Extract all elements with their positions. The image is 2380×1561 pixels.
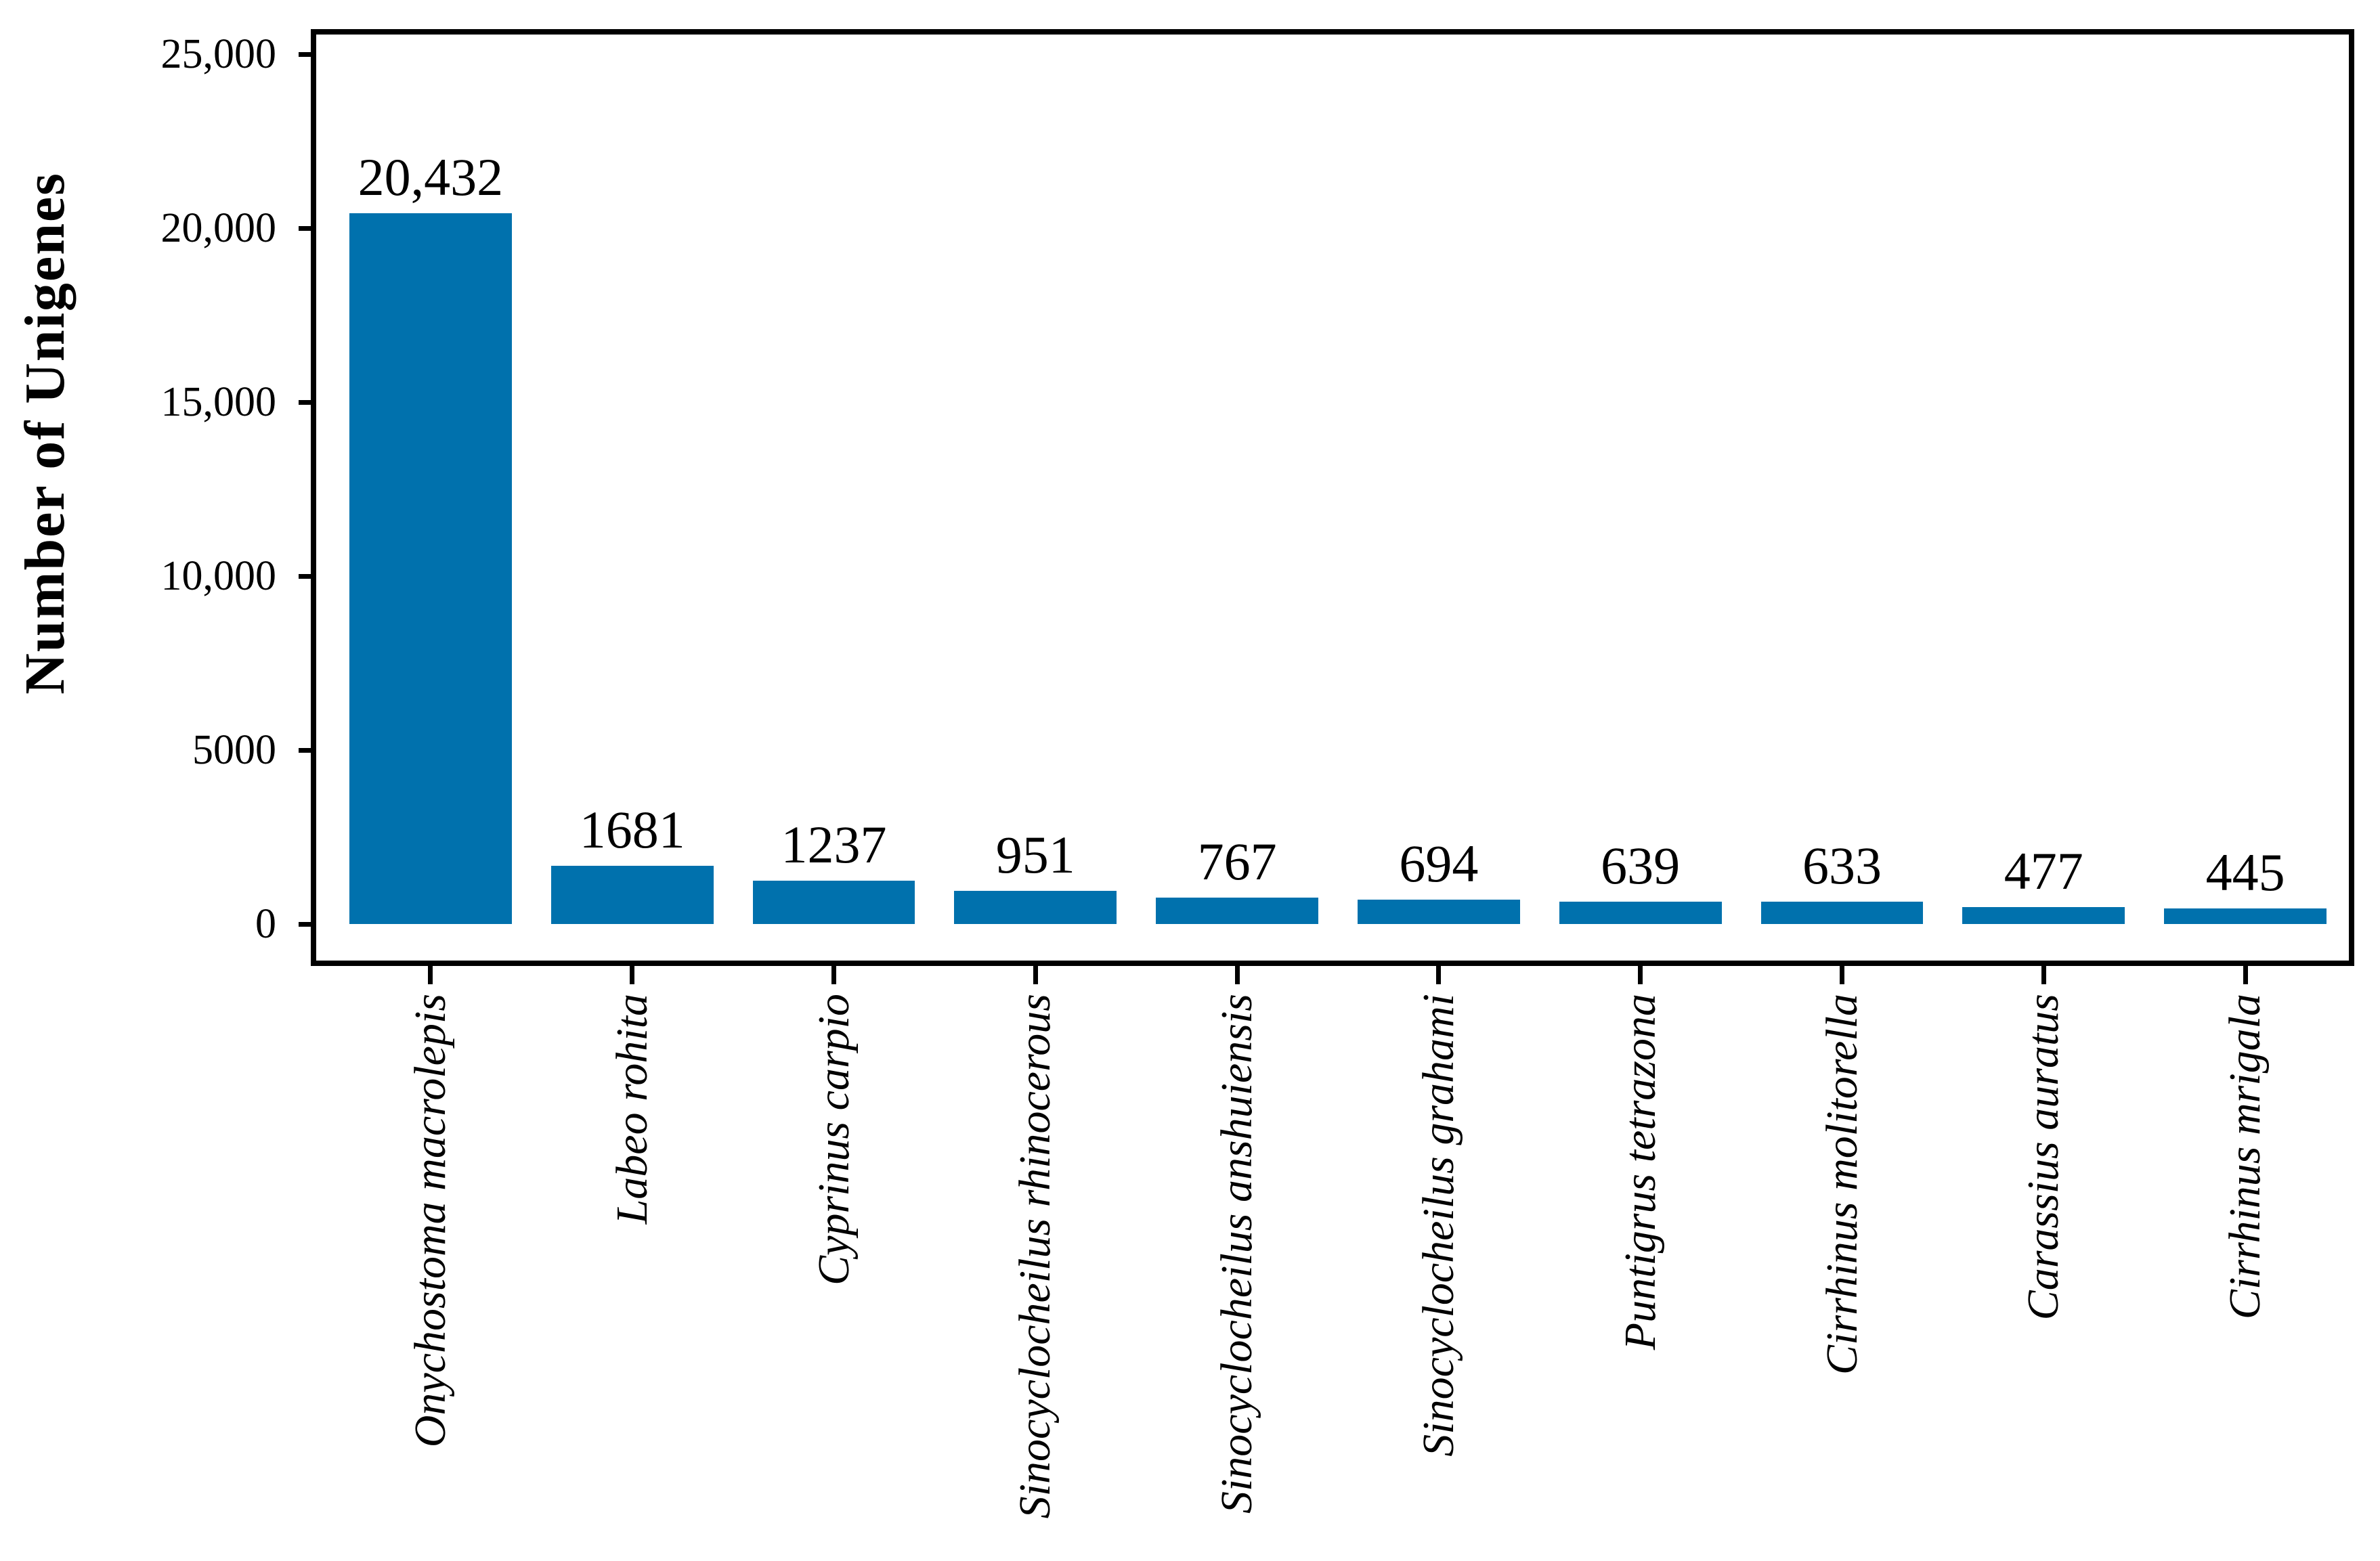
bar bbox=[349, 213, 512, 924]
y-axis-tick-mark bbox=[299, 51, 313, 57]
x-category-label: Carassius auratus bbox=[2018, 994, 2069, 1321]
bar-slot: 20,432 bbox=[330, 151, 532, 924]
x-category-label: Cirrhinus mrigala bbox=[2220, 994, 2270, 1320]
bar-value-label: 633 bbox=[1802, 836, 1882, 895]
x-axis-tick-mark bbox=[1436, 966, 1442, 984]
bar-slot: 951 bbox=[934, 829, 1136, 924]
x-category-label: Sinocyclocheilus anshuiensis bbox=[1212, 994, 1262, 1514]
x-axis-tick-mark bbox=[428, 966, 433, 984]
x-axis-tick-mark bbox=[1033, 966, 1038, 984]
bar-slot: 639 bbox=[1540, 839, 1741, 924]
x-axis-tick-mark bbox=[630, 966, 635, 984]
bar-value-label: 767 bbox=[1197, 832, 1277, 891]
y-axis-tick-mark bbox=[299, 747, 313, 753]
x-axis-tick-mark bbox=[831, 966, 836, 984]
bar-slot: 477 bbox=[1943, 845, 2144, 924]
bar-value-label: 951 bbox=[995, 825, 1075, 884]
y-axis-tick-mark bbox=[299, 225, 313, 231]
y-axis-tick-label: 20,000 bbox=[160, 205, 277, 251]
bar-value-label: 639 bbox=[1601, 836, 1681, 895]
x-axis-tick-mark bbox=[1234, 966, 1240, 984]
plot-area: 20,432 1681 1237 951 767 694 639 633 477 445 bbox=[311, 29, 2354, 966]
y-axis-tick-label: 15,000 bbox=[160, 379, 277, 425]
bar-slot: 694 bbox=[1338, 837, 1540, 924]
bar-value-label: 1681 bbox=[579, 800, 685, 859]
bar-slot: 633 bbox=[1741, 839, 1943, 924]
bar-slot: 767 bbox=[1136, 835, 1338, 924]
bar bbox=[752, 881, 915, 924]
x-category-label: Cirrhinus molitorella bbox=[1817, 994, 1867, 1375]
x-axis-tick-mark bbox=[1840, 966, 1844, 984]
y-axis-tick-label: 10,000 bbox=[160, 553, 277, 599]
y-axis-tick-mark bbox=[299, 921, 313, 927]
bar bbox=[1559, 902, 1722, 924]
bar bbox=[2164, 908, 2327, 924]
y-axis-tick-mark bbox=[299, 573, 313, 579]
bar-value-label: 445 bbox=[2205, 843, 2285, 902]
x-category-label: Cyprinus carpio bbox=[808, 994, 859, 1285]
x-category-label: Onychostoma macrolepis bbox=[405, 994, 455, 1448]
bar bbox=[1760, 902, 1924, 924]
x-category-label: Sinocyclocheilus grahami bbox=[1413, 994, 1463, 1457]
x-category-label: Labeo rohita bbox=[607, 994, 657, 1225]
bar bbox=[954, 891, 1117, 924]
bar-slot: 445 bbox=[2144, 846, 2346, 924]
y-axis-tick-label: 5000 bbox=[192, 727, 276, 773]
bar-value-label: 477 bbox=[2004, 841, 2083, 900]
x-category-label: Puntigrus tetrazona bbox=[1615, 994, 1665, 1350]
bar-value-label: 1237 bbox=[781, 815, 887, 874]
x-axis-tick-mark bbox=[1638, 966, 1643, 984]
y-axis-tick-label: 25,000 bbox=[160, 31, 277, 77]
bar bbox=[1962, 907, 2125, 924]
x-category-label: Sinocyclocheilus rhinocerous bbox=[1010, 994, 1060, 1519]
bar-slot: 1237 bbox=[733, 818, 935, 924]
bar-slot: 1681 bbox=[532, 804, 733, 924]
y-axis-tick-label: 0 bbox=[255, 901, 276, 947]
bars-container: 20,432 1681 1237 951 767 694 639 633 477 445 bbox=[316, 151, 2349, 924]
bar bbox=[550, 866, 714, 924]
bar-value-label: 694 bbox=[1399, 834, 1479, 893]
bar bbox=[1156, 898, 1318, 924]
y-axis-tick-mark bbox=[299, 399, 313, 405]
x-axis-tick-mark bbox=[2243, 966, 2248, 984]
bar-value-label: 20,432 bbox=[358, 148, 504, 206]
x-axis-tick-mark bbox=[2041, 966, 2046, 984]
bar bbox=[1358, 900, 1520, 924]
